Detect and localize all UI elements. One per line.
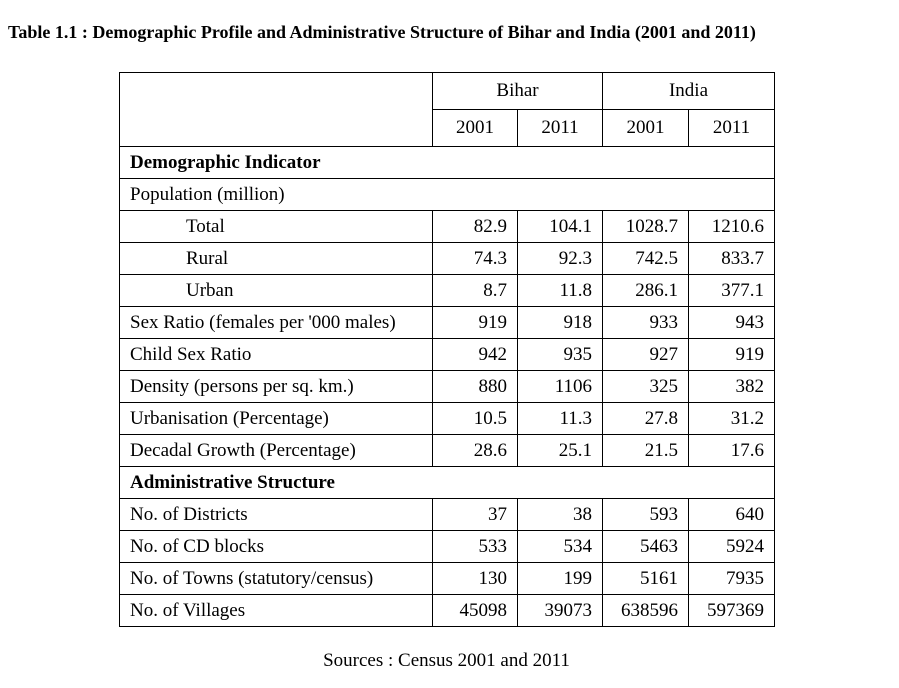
header-bihar: Bihar <box>432 72 603 110</box>
cell-value: 1106 <box>517 370 603 403</box>
cell-value: 638596 <box>602 594 689 627</box>
cell-value: 377.1 <box>687 274 776 307</box>
table-row: Decadal Growth (Percentage) 28.6 25.1 21… <box>119 434 776 467</box>
header-year: 2011 <box>687 109 776 147</box>
cell-value: 5463 <box>602 530 689 563</box>
cell-value: 11.3 <box>517 402 603 435</box>
demographic-table: Bihar India 2001 2011 2001 2011 Demograp… <box>118 72 776 627</box>
cell-value: 8.7 <box>432 274 518 307</box>
table-row: Total 82.9 104.1 1028.7 1210.6 <box>119 210 776 243</box>
cell-value: 742.5 <box>602 242 689 275</box>
cell-value: 919 <box>432 306 518 339</box>
row-label: Child Sex Ratio <box>119 338 433 371</box>
table-row: Sex Ratio (females per '000 males) 919 9… <box>119 306 776 339</box>
cell-value: 199 <box>517 562 603 595</box>
table-row: No. of Villages 45098 39073 638596 59736… <box>119 594 776 627</box>
cell-value: 11.8 <box>517 274 603 307</box>
cell-value: 1028.7 <box>602 210 689 243</box>
header-blank-cell <box>119 72 433 147</box>
cell-value: 1210.6 <box>687 210 776 243</box>
subsection-row-population: Population (million) <box>118 178 776 211</box>
cell-value: 28.6 <box>432 434 518 467</box>
table-row: No. of CD blocks 533 534 5463 5924 <box>119 530 776 563</box>
header-year: 2001 <box>602 109 689 147</box>
table-row: No. of Towns (statutory/census) 130 199 … <box>119 562 776 595</box>
cell-value: 943 <box>687 306 776 339</box>
cell-value: 286.1 <box>602 274 689 307</box>
cell-value: 10.5 <box>432 402 518 435</box>
cell-value: 325 <box>602 370 689 403</box>
section-title-administrative: Administrative Structure <box>118 466 776 499</box>
cell-value: 17.6 <box>687 434 776 467</box>
cell-value: 74.3 <box>432 242 518 275</box>
cell-value: 104.1 <box>517 210 603 243</box>
row-label: Decadal Growth (Percentage) <box>119 434 433 467</box>
cell-value: 927 <box>602 338 689 371</box>
row-label: No. of Towns (statutory/census) <box>119 562 433 595</box>
cell-value: 935 <box>517 338 603 371</box>
table-row: No. of Districts 37 38 593 640 <box>119 498 776 531</box>
row-label: No. of Districts <box>119 498 433 531</box>
header-year: 2011 <box>517 109 603 147</box>
row-label: Urban <box>119 274 433 307</box>
cell-value: 7935 <box>687 562 776 595</box>
table-row: Rural 74.3 92.3 742.5 833.7 <box>119 242 776 275</box>
table-row: Density (persons per sq. km.) 880 1106 3… <box>119 370 776 403</box>
cell-value: 880 <box>432 370 518 403</box>
cell-value: 37 <box>432 498 518 531</box>
row-label: Total <box>119 210 433 243</box>
section-row-administrative: Administrative Structure <box>118 466 776 499</box>
cell-value: 918 <box>517 306 603 339</box>
table-row: Urbanisation (Percentage) 10.5 11.3 27.8… <box>119 402 776 435</box>
table-caption: Table 1.1 : Demographic Profile and Admi… <box>8 22 756 42</box>
cell-value: 38 <box>517 498 603 531</box>
cell-value: 833.7 <box>687 242 776 275</box>
row-label: Density (persons per sq. km.) <box>119 370 433 403</box>
header-india: India <box>601 72 776 110</box>
cell-value: 919 <box>687 338 776 371</box>
row-label: No. of Villages <box>119 594 433 627</box>
cell-value: 82.9 <box>432 210 518 243</box>
cell-value: 597369 <box>687 594 776 627</box>
cell-value: 39073 <box>517 594 603 627</box>
cell-value: 534 <box>517 530 603 563</box>
cell-value: 130 <box>432 562 518 595</box>
row-label: Sex Ratio (females per '000 males) <box>119 306 433 339</box>
cell-value: 27.8 <box>602 402 689 435</box>
header-year: 2001 <box>432 109 518 147</box>
cell-value: 25.1 <box>517 434 603 467</box>
table-row: Urban 8.7 11.8 286.1 377.1 <box>119 274 776 307</box>
row-label: No. of CD blocks <box>119 530 433 563</box>
subsection-title-population: Population (million) <box>118 178 776 211</box>
section-title-demographic: Demographic Indicator <box>118 146 776 179</box>
cell-value: 640 <box>687 498 776 531</box>
cell-value: 45098 <box>432 594 518 627</box>
cell-value: 933 <box>602 306 689 339</box>
header-year-row: 2001 2011 2001 2011 <box>120 109 776 147</box>
header-group-row: Bihar India <box>119 72 776 147</box>
source-note: Sources : Census 2001 and 2011 <box>323 650 570 671</box>
cell-value: 593 <box>602 498 689 531</box>
row-label: Rural <box>119 242 433 275</box>
cell-value: 942 <box>432 338 518 371</box>
cell-value: 31.2 <box>687 402 776 435</box>
cell-value: 92.3 <box>517 242 603 275</box>
cell-value: 21.5 <box>602 434 689 467</box>
section-row-demographic: Demographic Indicator <box>118 146 776 179</box>
cell-value: 5161 <box>602 562 689 595</box>
cell-value: 382 <box>687 370 776 403</box>
table-row: Child Sex Ratio 942 935 927 919 <box>119 338 776 371</box>
cell-value: 533 <box>432 530 518 563</box>
cell-value: 5924 <box>687 530 776 563</box>
row-label: Urbanisation (Percentage) <box>119 402 433 435</box>
